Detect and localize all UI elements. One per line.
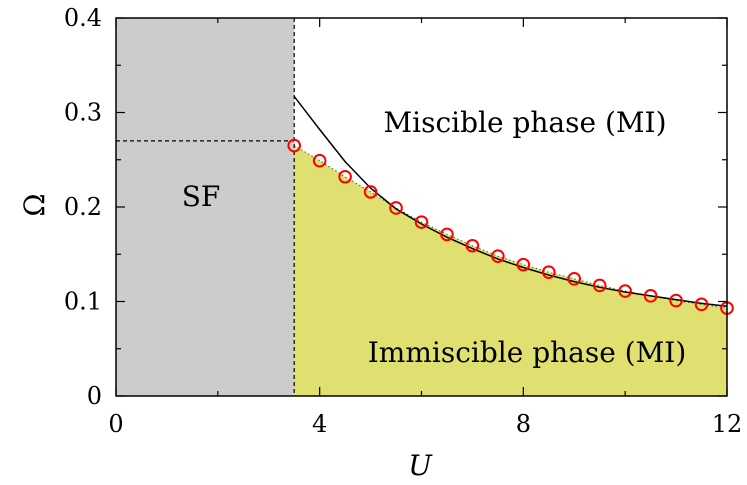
data-marker xyxy=(440,227,454,242)
data-marker xyxy=(287,138,302,153)
data-marker xyxy=(592,278,607,293)
data-marker xyxy=(694,297,709,312)
data-marker xyxy=(541,265,556,280)
x-tick-label: 12 xyxy=(712,410,743,438)
y-axis-label: Ω xyxy=(18,193,51,216)
region-label-miscible: Miscible phase (MI) xyxy=(383,106,666,139)
y-tick-label: 0.1 xyxy=(64,288,102,316)
immiscible-region xyxy=(294,145,727,396)
data-marker xyxy=(567,272,582,286)
data-marker xyxy=(338,169,352,184)
y-tick-label: 0.4 xyxy=(64,4,102,32)
sf-region xyxy=(116,18,295,396)
y-tick-label: 0 xyxy=(87,382,102,410)
region-label-immiscible: Immiscible phase (MI) xyxy=(368,336,687,369)
series-layer xyxy=(287,95,734,315)
data-marker xyxy=(618,284,632,298)
y-tick-label: 0.2 xyxy=(64,193,102,221)
ticks-layer: 0 4 8 12 0 0.1 0.2 0.3 0.4 xyxy=(64,4,742,438)
regions-layer xyxy=(116,18,727,396)
data-marker xyxy=(491,249,505,263)
x-axis-label: U xyxy=(408,449,433,482)
data-marker xyxy=(643,289,658,303)
data-marker xyxy=(414,215,429,229)
x-tick-label: 4 xyxy=(312,410,327,438)
data-marker xyxy=(516,257,531,272)
y-tick-label: 0.3 xyxy=(64,99,102,127)
data-marker xyxy=(669,293,683,308)
x-tick-label: 0 xyxy=(108,410,123,438)
data-marker xyxy=(465,238,480,253)
x-tick-label: 8 xyxy=(516,410,531,438)
mean-field-line xyxy=(293,95,728,307)
region-label-sf: SF xyxy=(182,180,221,213)
data-marker xyxy=(363,185,378,199)
data-marker xyxy=(389,201,403,215)
data-marker xyxy=(312,153,327,168)
